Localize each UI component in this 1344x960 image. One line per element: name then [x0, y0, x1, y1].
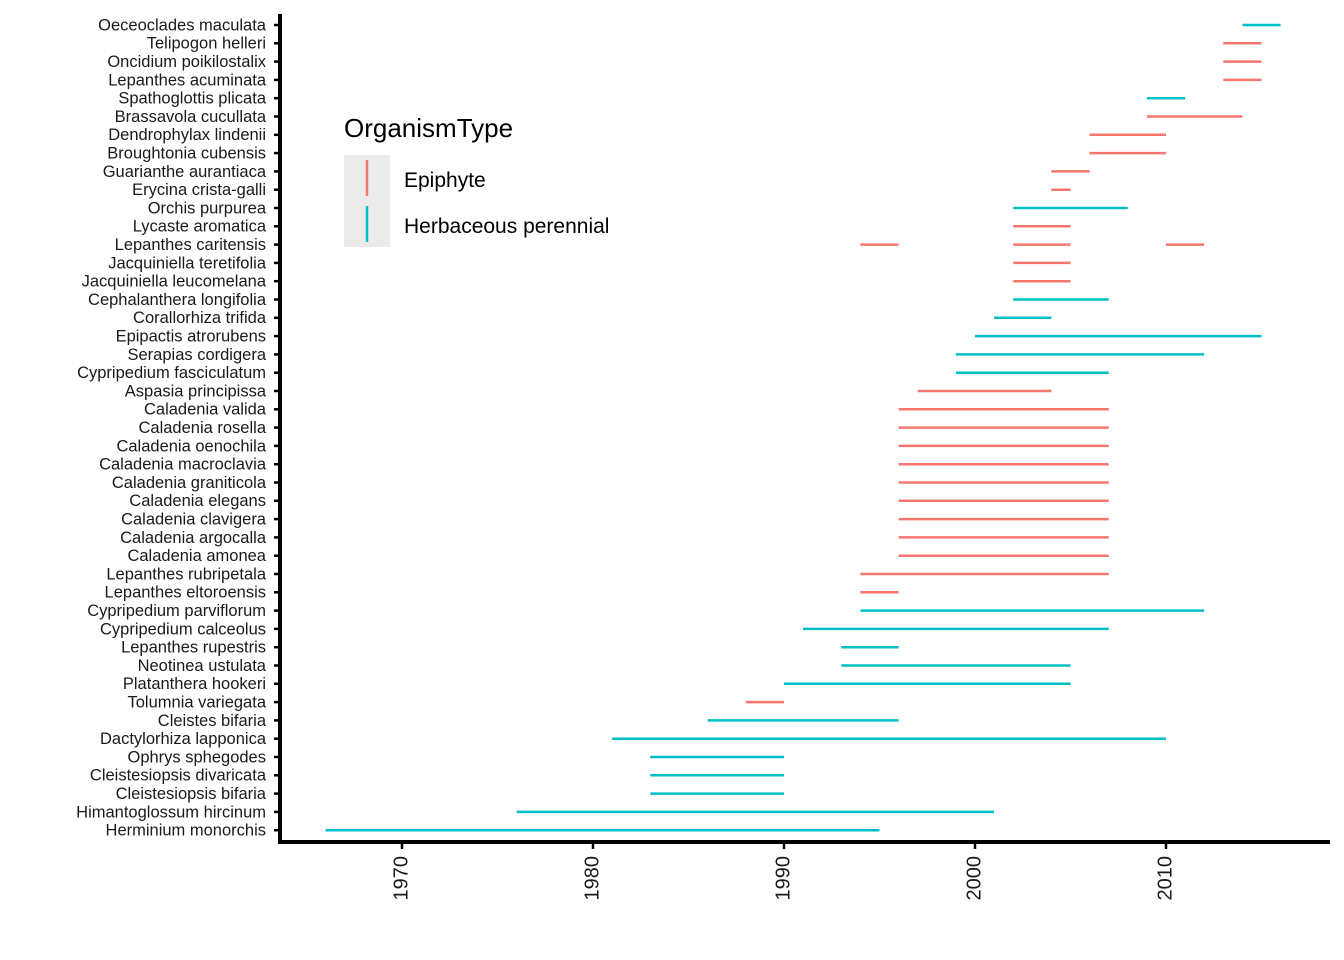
- legend-label-herbaceous: Herbaceous perennial: [404, 215, 609, 238]
- y-tick-label-cleistesiopsis-bifaria: Cleistesiopsis bifaria: [116, 785, 267, 803]
- y-tick-label-platanthera-hookeri: Platanthera hookeri: [123, 675, 266, 693]
- y-tick-label-caladenia-oenochila: Caladenia oenochila: [116, 437, 266, 455]
- legend-label-epiphyte: Epiphyte: [404, 169, 486, 192]
- y-tick-label-telipogon-helleri: Telipogon helleri: [147, 35, 266, 53]
- y-tick-label-guarianthe-aurantiaca: Guarianthe aurantiaca: [103, 163, 267, 181]
- y-tick-label-neotinea-ustulata: Neotinea ustulata: [138, 657, 267, 675]
- y-tick-label-dendrophylax-lindenii: Dendrophylax lindenii: [108, 126, 266, 144]
- y-tick-label-jacquiniella-leucomelana: Jacquiniella leucomelana: [82, 273, 267, 291]
- y-tick-label-lycaste-aromatica: Lycaste aromatica: [133, 218, 267, 236]
- y-tick-label-caladenia-amonea: Caladenia amonea: [127, 547, 266, 565]
- x-tick-label-1990: 1990: [772, 856, 794, 901]
- y-tick-label-corallorhiza-trifida: Corallorhiza trifida: [133, 309, 267, 327]
- y-tick-label-lepanthes-rubripetala: Lepanthes rubripetala: [106, 565, 266, 583]
- y-tick-label-himantoglossum-hircinum: Himantoglossum hircinum: [76, 803, 266, 821]
- y-tick-label-aspasia-principissa: Aspasia principissa: [125, 382, 267, 400]
- y-tick-label-broughtonia-cubensis: Broughtonia cubensis: [107, 144, 266, 162]
- range-segments: [325, 23, 1281, 832]
- y-tick-label-caladenia-valida: Caladenia valida: [144, 401, 267, 419]
- y-tick-label-oncidium-poikilostalix: Oncidium poikilostalix: [107, 53, 266, 71]
- x-tick-label-1970: 1970: [390, 856, 412, 901]
- y-tick-label-epipactis-atrorubens: Epipactis atrorubens: [116, 327, 266, 345]
- y-tick-label-cephalanthera-longifolia: Cephalanthera longifolia: [88, 291, 267, 309]
- x-tick-label-2010: 2010: [1154, 856, 1176, 901]
- y-tick-label-serapias-cordigera: Serapias cordigera: [128, 346, 267, 364]
- y-tick-label-spathoglottis-plicata: Spathoglottis plicata: [118, 90, 267, 108]
- y-tick-label-cypripedium-parviflorum: Cypripedium parviflorum: [87, 602, 266, 620]
- y-tick-label-brassavola-cucullata: Brassavola cucullata: [115, 108, 267, 126]
- y-tick-label-dactylorhiza-lapponica: Dactylorhiza lapponica: [100, 730, 267, 748]
- y-tick-label-lepanthes-rupestris: Lepanthes rupestris: [121, 639, 266, 657]
- y-tick-label-cleistesiopsis-divaricata: Cleistesiopsis divaricata: [90, 767, 267, 785]
- y-tick-label-ophrys-sphegodes: Ophrys sphegodes: [127, 748, 266, 766]
- x-tick-label-1980: 1980: [581, 856, 603, 901]
- legend: OrganismType Epiphyte Herbaceous perenni…: [344, 113, 609, 247]
- y-tick-label-herminium-monorchis: Herminium monorchis: [106, 822, 266, 840]
- y-tick-label-tolumnia-variegata: Tolumnia variegata: [128, 693, 267, 711]
- y-tick-label-caladenia-argocalla: Caladenia argocalla: [120, 529, 267, 547]
- legend-title: OrganismType: [344, 113, 513, 143]
- y-tick-label-lepanthes-acuminata: Lepanthes acuminata: [108, 71, 267, 89]
- y-tick-label-caladenia-elegans: Caladenia elegans: [129, 492, 266, 510]
- x-tick-labels: 1970 1980 1990 2000 2010: [390, 856, 1176, 901]
- y-tick-label-caladenia-rosella: Caladenia rosella: [139, 419, 267, 437]
- y-tick-label-erycina-crista-galli: Erycina crista-galli: [132, 181, 266, 199]
- y-tick-label-jacquiniella-teretifolia: Jacquiniella teretifolia: [108, 254, 267, 272]
- y-tick-label-lepanthes-caritensis: Lepanthes caritensis: [115, 236, 266, 254]
- y-tick-label-cleistes-bifaria: Cleistes bifaria: [158, 712, 267, 730]
- y-tick-label-caladenia-macroclavia: Caladenia macroclavia: [99, 456, 267, 474]
- y-tick-label-oeceoclades-maculata: Oeceoclades maculata: [98, 16, 267, 34]
- y-tick-label-caladenia-graniticola: Caladenia graniticola: [112, 474, 267, 492]
- y-tick-label-cypripedium-calceolus: Cypripedium calceolus: [100, 620, 266, 638]
- y-tick-label-cypripedium-fasciculatum: Cypripedium fasciculatum: [77, 364, 266, 382]
- y-tick-label-orchis-purpurea: Orchis purpurea: [148, 199, 267, 217]
- y-tick-label-lepanthes-eltoroensis: Lepanthes eltoroensis: [105, 584, 266, 602]
- y-tick-label-caladenia-clavigera: Caladenia clavigera: [121, 510, 267, 528]
- x-tick-label-2000: 2000: [963, 856, 985, 901]
